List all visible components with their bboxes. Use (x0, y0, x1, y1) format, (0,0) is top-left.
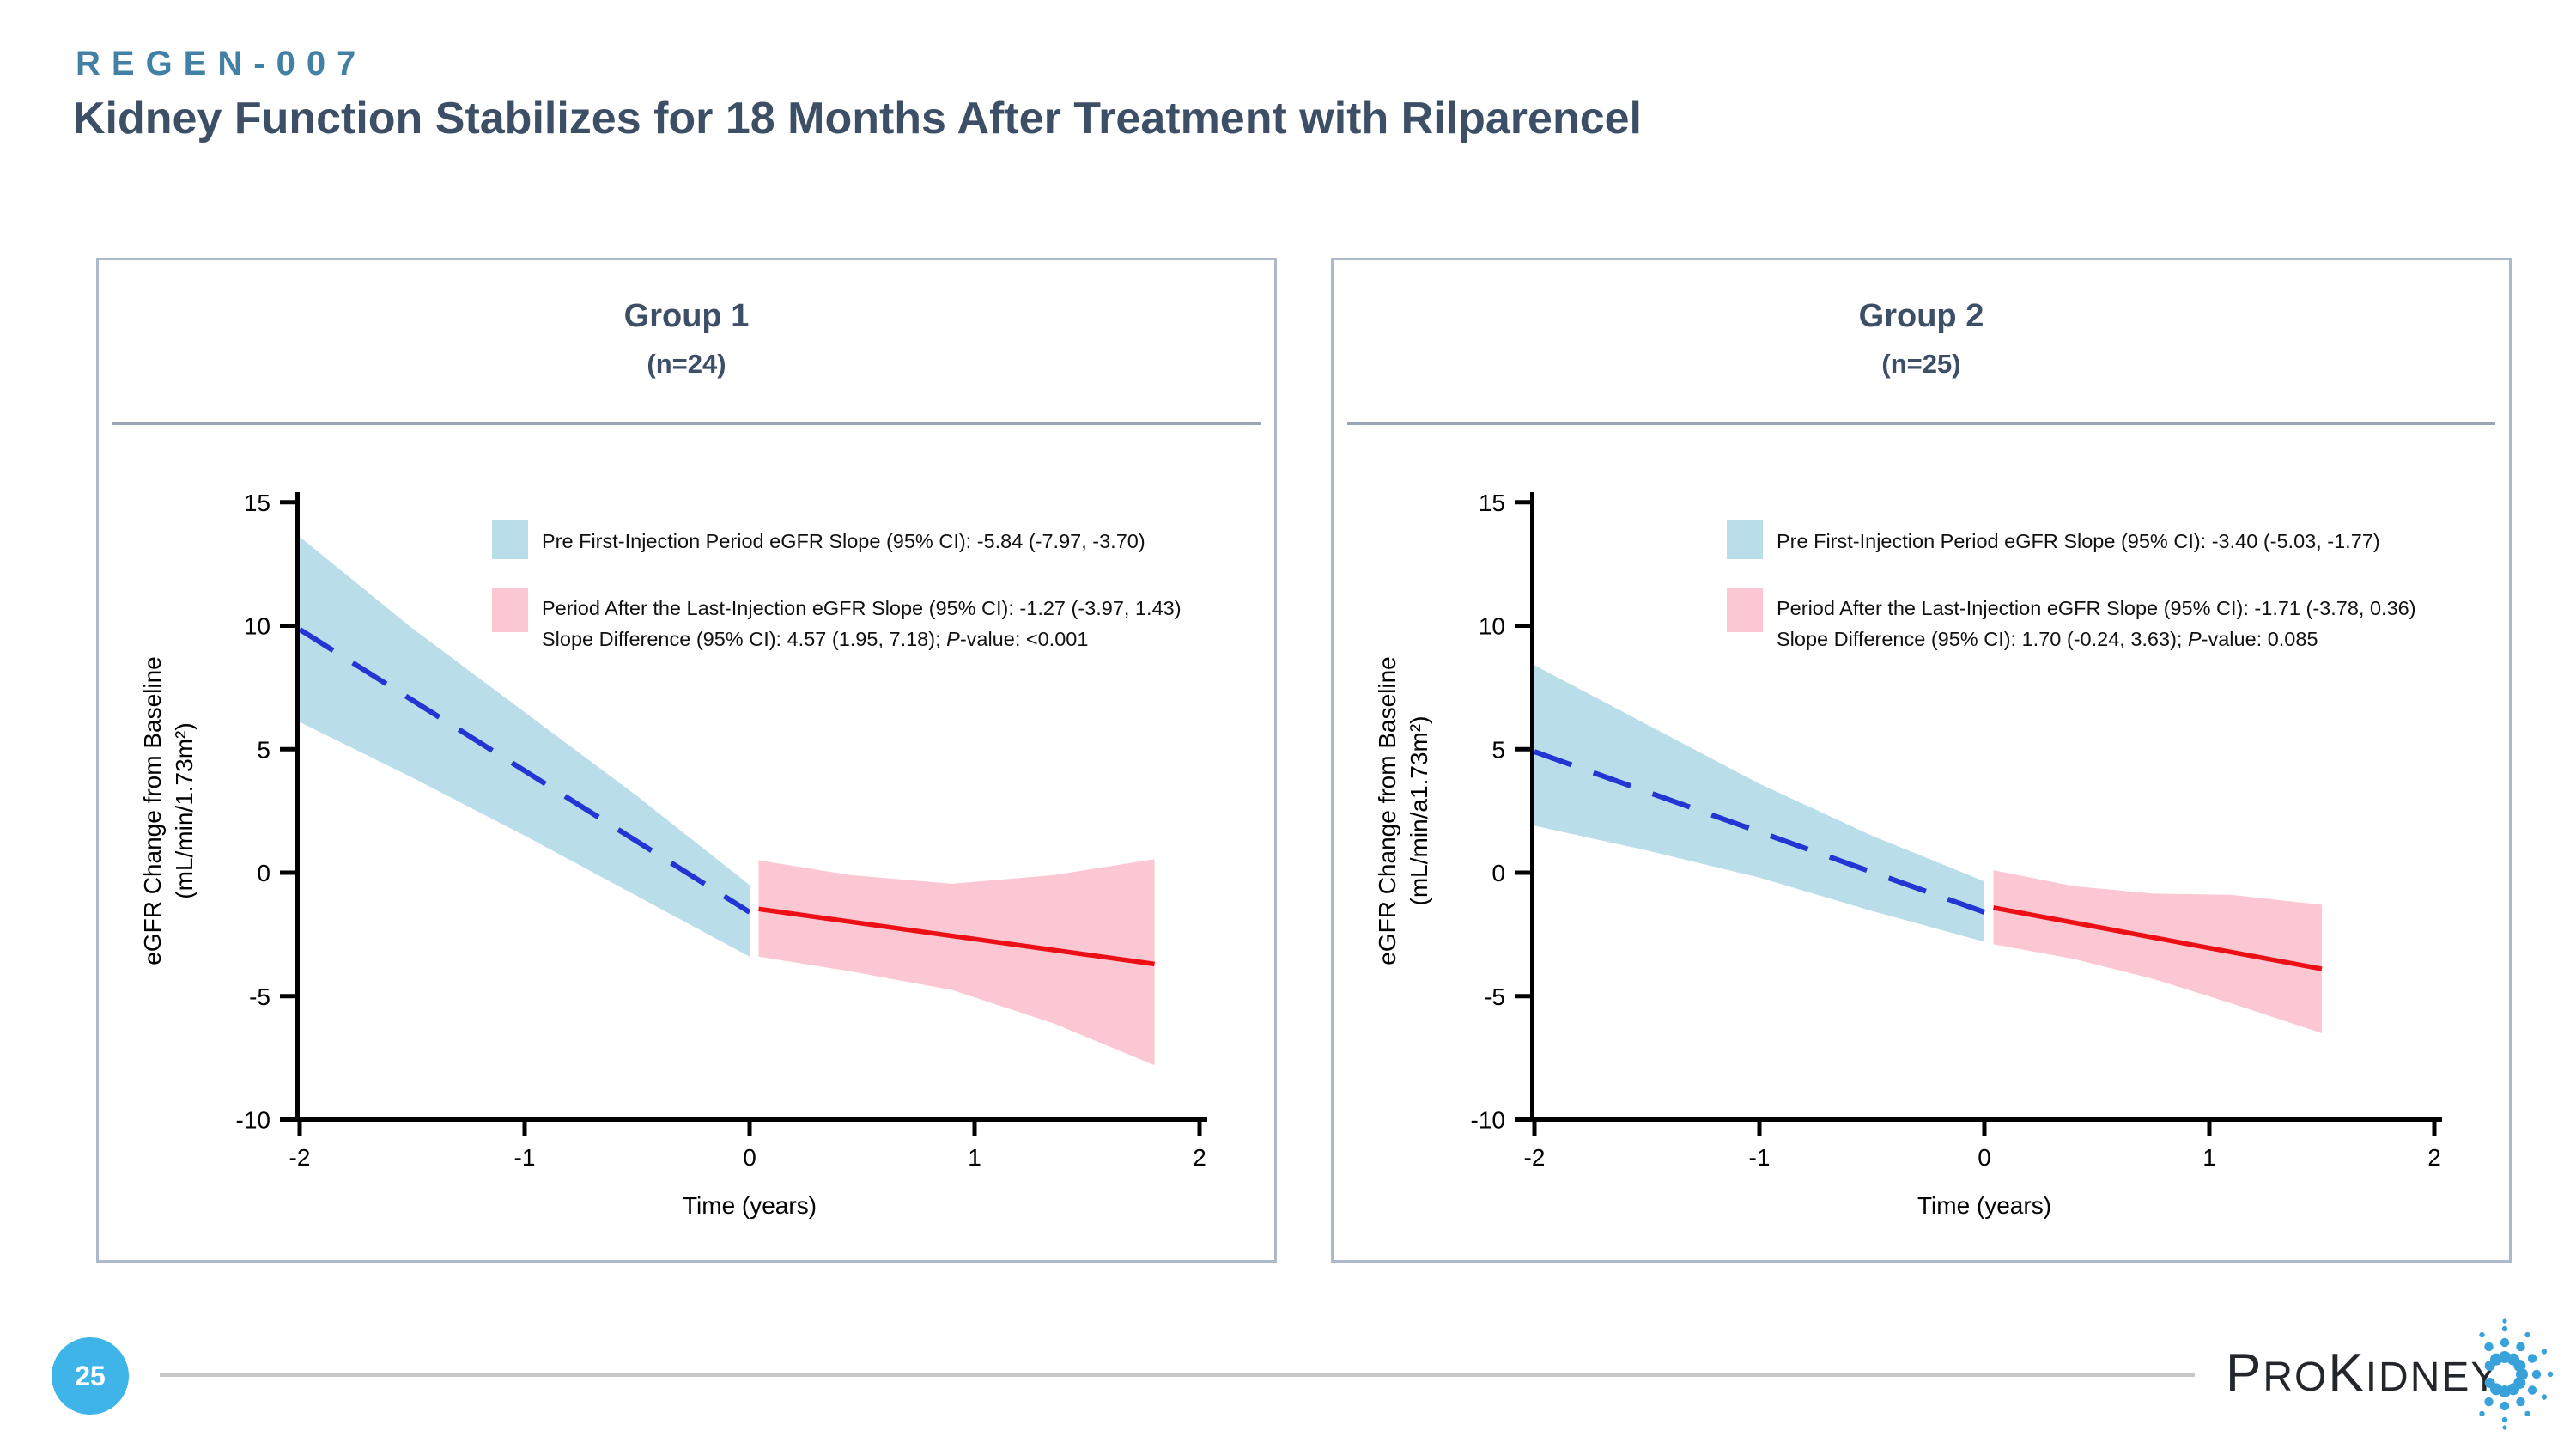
logo-dot (2524, 1331, 2530, 1338)
y-tick-label: 0 (1492, 860, 1505, 886)
logo-dot (2484, 1342, 2494, 1352)
legend-swatch-post (1727, 588, 1763, 632)
y-tick-label: 5 (1492, 736, 1505, 763)
legend-swatch-post (492, 588, 528, 632)
logo-dot (2527, 1385, 2537, 1395)
x-tick-label: -1 (514, 1144, 536, 1171)
x-axis-title: Time (years) (683, 1192, 817, 1219)
legend-post-label: Period After the Last-Injection eGFR Slo… (542, 597, 1182, 619)
x-tick-label: -2 (289, 1144, 311, 1171)
logo-dot (2516, 1342, 2525, 1352)
prokidney-logo: PROKIDNEY (2226, 1342, 2500, 1403)
x-tick-label: 2 (2427, 1144, 2441, 1171)
x-tick-label: 2 (1193, 1144, 1206, 1171)
y-tick-label: -10 (236, 1107, 270, 1134)
legend-swatch-pre (492, 520, 528, 559)
y-tick-label: 0 (257, 860, 270, 886)
pre-period-slope-line (1533, 749, 1986, 915)
y-tick-label: -5 (1484, 983, 1505, 1010)
page-number: 25 (75, 1360, 106, 1391)
y-tick-label: -5 (249, 983, 270, 1010)
legend-slope-diff-label: Slope Difference (95% CI): 1.70 (-0.24, … (1777, 628, 2318, 650)
logo-letter: K (2328, 1343, 2366, 1403)
logo-dot (2479, 1410, 2485, 1417)
logo-dot (2547, 1371, 2554, 1378)
group1-sample-size: (n=24) (647, 349, 726, 379)
y-tick-label: 15 (1479, 490, 1505, 516)
logo-dot (2479, 1331, 2485, 1338)
legend-slope-diff-label: Slope Difference (95% CI): 4.57 (1.95, 7… (542, 628, 1088, 650)
logo-dot (2501, 1416, 2508, 1423)
logo-letters: RO (2263, 1355, 2329, 1400)
logo-letters: IDNEY (2365, 1355, 2500, 1400)
logo-dot (2484, 1397, 2494, 1407)
group1-divider (112, 422, 1261, 425)
slide-title: Kidney Function Stabilizes for 18 Months… (73, 94, 1643, 143)
logo-dot (2502, 1425, 2507, 1430)
x-axis-title: Time (years) (1917, 1192, 2051, 1219)
logo-dot (2502, 1318, 2507, 1324)
post-period-ci-band (758, 859, 1155, 1066)
group1-panel: Group 1 (n=24) 15 10 5 0 -5 -10 -2 -1 0 1 2 eGFR Ch… (96, 258, 1277, 1263)
pre-period-ci-band (300, 537, 750, 957)
logo-dot (2531, 1369, 2542, 1379)
x-tick-label: 1 (2202, 1144, 2216, 1171)
legend-swatch-pre (1727, 520, 1763, 559)
pre-period-slope-line (298, 627, 751, 915)
logo-dot (2501, 1325, 2508, 1332)
logo-dot (2524, 1410, 2530, 1417)
footer-divider-line (160, 1373, 2195, 1377)
x-tick-label: 0 (743, 1144, 756, 1171)
study-name-eyebrow: REGEN-007 (76, 45, 368, 82)
logo-dot (2484, 1378, 2495, 1388)
pre-period-ci-band (1534, 665, 1984, 942)
logo-dot (2500, 1401, 2510, 1411)
logo-dot (2513, 1377, 2526, 1389)
logo-dot (2516, 1397, 2525, 1407)
page-number-badge: 25 (52, 1337, 129, 1415)
post-period-slope-line (758, 906, 1155, 967)
logo-dot (2541, 1349, 2548, 1355)
y-axis-title-line1: eGFR Change from Baseline (1374, 656, 1400, 965)
post-period-slope-line (1992, 905, 2323, 971)
y-tick-label: 10 (244, 613, 270, 640)
group2-sample-size: (n=25) (1881, 349, 1961, 379)
y-tick-label: 15 (244, 490, 270, 516)
logo-dot (2484, 1361, 2495, 1371)
x-tick-label: -2 (1524, 1144, 1546, 1171)
x-tick-label: 1 (968, 1144, 981, 1171)
y-axis-title-line1: eGFR Change from Baseline (139, 656, 166, 965)
post-period-ci-band (1993, 870, 2322, 1033)
logo-dot (2500, 1337, 2510, 1348)
legend-pre-label: Pre First-Injection Period eGFR Slope (9… (542, 530, 1145, 552)
logo-dot (2541, 1394, 2548, 1400)
prokidney-starburst-icon (2479, 1318, 2554, 1430)
group2-title: Group 2 (1858, 298, 1984, 334)
logo-dot (2527, 1354, 2537, 1363)
x-tick-label: -1 (1749, 1144, 1771, 1171)
group2-panel: Group 2 (n=25) 15 10 5 0 -5 -10 -2 -1 0 1 2 eGFR Ch… (1331, 258, 2512, 1263)
legend-pre-label: Pre First-Injection Period eGFR Slope (9… (1777, 530, 2380, 552)
y-tick-label: 10 (1479, 613, 1505, 640)
y-axis-title-line2: (mL/min/a1.73m²) (1406, 716, 1432, 906)
legend-post-label: Period After the Last-Injection eGFR Slo… (1777, 597, 2416, 619)
y-tick-label: 5 (257, 736, 270, 763)
logo-letter: P (2226, 1343, 2263, 1403)
group2-divider (1347, 422, 2495, 425)
y-tick-label: -10 (1471, 1107, 1505, 1134)
group1-title: Group 1 (623, 298, 750, 334)
y-axis-title-line2: (mL/min/1.73m²) (171, 722, 197, 898)
x-tick-label: 0 (1978, 1144, 1991, 1171)
